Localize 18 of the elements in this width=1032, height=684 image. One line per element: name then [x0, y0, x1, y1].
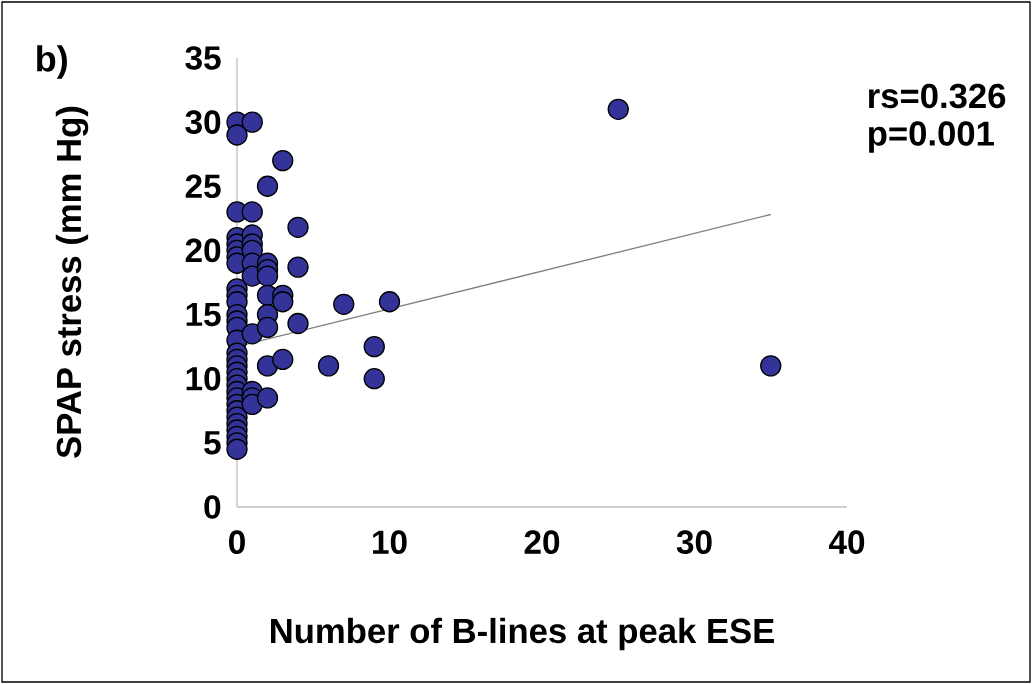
y-axis-title: SPAP stress (mm Hg): [55, 106, 89, 458]
x-tick-label: 40: [828, 530, 865, 554]
y-tick-label: 5: [204, 431, 221, 455]
chart-title: b): [37, 45, 67, 79]
text: p=0.001: [868, 121, 994, 153]
y-tick-label: 15: [186, 302, 221, 327]
y-tick-label: 0: [204, 495, 221, 519]
x-tick-label: 0: [229, 530, 245, 554]
x-tick-label: 30: [676, 530, 712, 555]
y-tick-label: 20: [185, 238, 221, 263]
x-tick-label: 20: [524, 530, 560, 554]
x-tick-label: 10: [373, 530, 407, 554]
y-tick-label: 30: [185, 110, 221, 134]
text: rs=0.326: [868, 83, 1006, 109]
y-tick-label: 10: [186, 366, 221, 391]
y-tick-label: 25: [185, 174, 221, 199]
x-axis-title: Number of B-lines at peak ESE: [271, 617, 774, 651]
y-tick-label: 35: [185, 46, 221, 70]
